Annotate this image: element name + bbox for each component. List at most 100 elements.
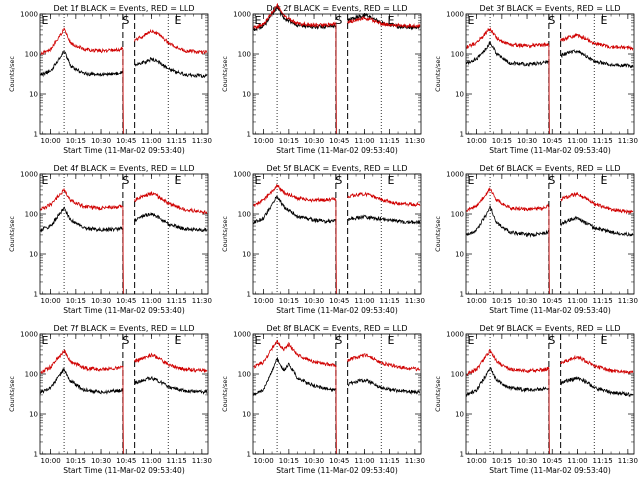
x-tick-label: 10:15 bbox=[492, 297, 512, 305]
event-marker-label: S bbox=[122, 14, 129, 27]
panel-title: Det 2f BLACK = Events, RED = LLD bbox=[266, 4, 407, 13]
series-line-events bbox=[466, 41, 634, 135]
x-axis-label: Start Time (11-Mar-02 09:53:40) bbox=[489, 466, 611, 475]
x-tick-label: 11:30 bbox=[618, 297, 638, 305]
series-line-lld bbox=[253, 339, 421, 455]
plot-frame bbox=[252, 13, 422, 135]
x-tick-label: 11:30 bbox=[405, 137, 425, 145]
event-marker-label: S bbox=[548, 334, 555, 347]
y-tick-label: 100 bbox=[25, 51, 38, 59]
y-tick-label: 100 bbox=[451, 51, 464, 59]
event-marker-label: E bbox=[175, 334, 182, 347]
x-tick-label: 11:00 bbox=[354, 297, 374, 305]
x-tick-label: 11:00 bbox=[567, 137, 587, 145]
x-tick-label: 10:00 bbox=[467, 297, 487, 305]
x-tick-label: 10:15 bbox=[492, 457, 512, 465]
panel-9: Det 9f BLACK = Events, RED = LLD Counts/s… bbox=[434, 324, 638, 475]
y-tick-label: 10 bbox=[455, 91, 464, 99]
x-tick-label: 11:30 bbox=[405, 457, 425, 465]
series-line-events bbox=[253, 194, 421, 295]
event-marker-label: S bbox=[548, 14, 555, 27]
y-tick-label: 1000 bbox=[446, 331, 464, 339]
y-axis-label: Counts/sec bbox=[221, 376, 229, 412]
plot-frame bbox=[465, 13, 635, 135]
series-line-lld bbox=[40, 349, 208, 455]
x-tick-label: 11:15 bbox=[380, 297, 400, 305]
y-tick-label: 100 bbox=[25, 371, 38, 379]
x-tick-label: 11:30 bbox=[192, 297, 212, 305]
event-marker-label: S bbox=[122, 174, 129, 187]
event-marker-label: E bbox=[42, 334, 49, 347]
x-tick-label: 10:00 bbox=[41, 457, 61, 465]
x-tick-label: 10:45 bbox=[329, 297, 349, 305]
x-tick-label: 10:45 bbox=[542, 137, 562, 145]
y-tick-label: 1 bbox=[247, 451, 251, 459]
event-marker-label: E bbox=[388, 174, 395, 187]
y-tick-label: 1000 bbox=[233, 11, 251, 19]
y-tick-label: 100 bbox=[238, 211, 251, 219]
y-tick-label: 1000 bbox=[446, 171, 464, 179]
panel-3: Det 3f BLACK = Events, RED = LLD Counts/s… bbox=[434, 4, 638, 155]
plot-frame bbox=[39, 13, 209, 135]
x-tick-label: 11:15 bbox=[167, 457, 187, 465]
y-axis-label: Counts/sec bbox=[434, 216, 442, 252]
x-tick-label: 10:00 bbox=[254, 457, 274, 465]
x-tick-label: 10:45 bbox=[542, 457, 562, 465]
x-tick-label: 11:00 bbox=[141, 457, 161, 465]
x-tick-label: 11:00 bbox=[141, 137, 161, 145]
x-tick-label: 11:15 bbox=[167, 137, 187, 145]
x-tick-label: 10:00 bbox=[467, 457, 487, 465]
event-marker-label: E bbox=[601, 14, 608, 27]
y-tick-label: 10 bbox=[455, 251, 464, 259]
panel-2: Det 2f BLACK = Events, RED = LLD Counts/s… bbox=[221, 2, 425, 155]
y-axis-label: Counts/sec bbox=[221, 216, 229, 252]
y-tick-label: 1 bbox=[247, 291, 251, 299]
x-tick-label: 10:45 bbox=[116, 297, 136, 305]
x-tick-label: 10:30 bbox=[517, 457, 537, 465]
x-axis-label: Start Time (11-Mar-02 09:53:40) bbox=[276, 466, 398, 475]
event-marker-label: E bbox=[601, 174, 608, 187]
y-tick-label: 10 bbox=[455, 411, 464, 419]
panel-title: Det 7f BLACK = Events, RED = LLD bbox=[53, 324, 194, 333]
series-line-events bbox=[253, 357, 421, 455]
y-tick-label: 1000 bbox=[20, 331, 38, 339]
y-tick-label: 1000 bbox=[233, 171, 251, 179]
panel-title: Det 3f BLACK = Events, RED = LLD bbox=[479, 4, 620, 13]
y-tick-label: 1 bbox=[247, 131, 251, 139]
event-marker-label: E bbox=[388, 14, 395, 27]
x-tick-label: 10:00 bbox=[467, 137, 487, 145]
x-tick-label: 10:45 bbox=[542, 297, 562, 305]
panel-4: Det 4f BLACK = Events, RED = LLD Counts/s… bbox=[8, 164, 212, 315]
event-marker-label: S bbox=[548, 174, 555, 187]
y-tick-label: 100 bbox=[238, 51, 251, 59]
x-tick-label: 11:15 bbox=[380, 137, 400, 145]
x-tick-label: 10:15 bbox=[66, 137, 86, 145]
x-tick-label: 10:30 bbox=[517, 297, 537, 305]
event-marker-label: E bbox=[468, 334, 475, 347]
x-tick-label: 10:30 bbox=[304, 137, 324, 145]
x-tick-label: 11:30 bbox=[405, 297, 425, 305]
x-axis-label: Start Time (11-Mar-02 09:53:40) bbox=[489, 146, 611, 155]
x-axis-label: Start Time (11-Mar-02 09:53:40) bbox=[489, 306, 611, 315]
y-axis-label: Counts/sec bbox=[8, 56, 16, 92]
y-axis-label: Counts/sec bbox=[434, 376, 442, 412]
panel-title: Det 5f BLACK = Events, RED = LLD bbox=[266, 164, 407, 173]
series-line-events bbox=[40, 206, 208, 295]
event-marker-label: E bbox=[175, 14, 182, 27]
panel-title: Det 4f BLACK = Events, RED = LLD bbox=[53, 164, 194, 173]
x-tick-label: 10:15 bbox=[279, 137, 299, 145]
x-tick-label: 11:15 bbox=[593, 297, 613, 305]
y-tick-label: 1 bbox=[34, 131, 38, 139]
plot-frame bbox=[39, 173, 209, 295]
plot-frame bbox=[465, 173, 635, 295]
event-marker-label: E bbox=[42, 174, 49, 187]
panel-1: Det 1f BLACK = Events, RED = LLD Counts/s… bbox=[8, 4, 212, 155]
y-axis-label: Counts/sec bbox=[434, 56, 442, 92]
event-marker-label: E bbox=[42, 14, 49, 27]
y-tick-label: 1000 bbox=[20, 171, 38, 179]
y-tick-label: 1 bbox=[34, 451, 38, 459]
panel-title: Det 9f BLACK = Events, RED = LLD bbox=[479, 324, 620, 333]
y-tick-label: 100 bbox=[238, 371, 251, 379]
x-tick-label: 10:45 bbox=[329, 137, 349, 145]
event-marker-label: S bbox=[335, 14, 342, 27]
